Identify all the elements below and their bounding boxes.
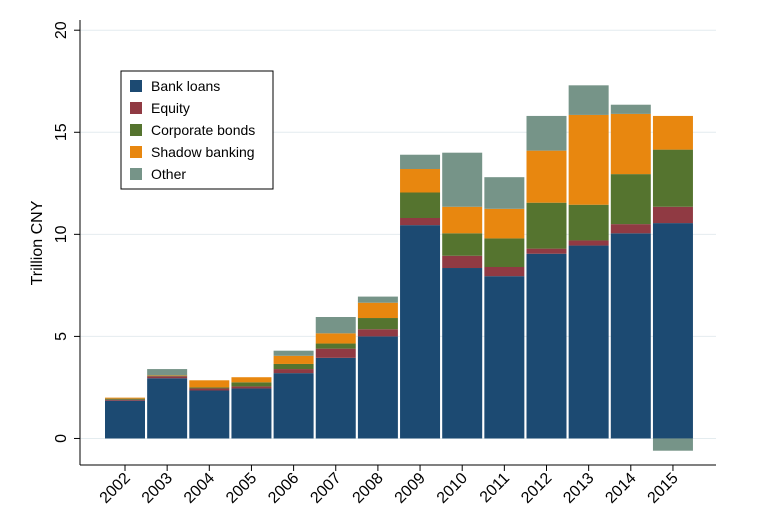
bar-shadow-banking-2002 (105, 397, 145, 399)
bar-bank-loans-2010 (442, 268, 483, 439)
bar-equity-2013 (568, 240, 609, 246)
bar-equity-2003 (147, 376, 188, 379)
bar-bank-loans-2008 (357, 336, 398, 439)
bar-equity-2002 (105, 399, 145, 401)
legend-label: Other (151, 166, 186, 182)
bar-shadow-banking-2007 (315, 333, 356, 344)
bar-corporate-bonds-2011 (484, 238, 525, 267)
bar-shadow-banking-2011 (484, 208, 525, 239)
bar-other-2015 (652, 438, 693, 451)
bar-equity-2010 (442, 255, 483, 269)
bar-equity-2005 (231, 386, 272, 389)
y-tick-label: 0 (53, 434, 70, 443)
bar-corporate-bonds-2006 (273, 363, 314, 370)
bar-other-2012 (526, 115, 567, 151)
bar-bank-loans-2004 (189, 390, 230, 439)
bar-equity-2008 (357, 329, 398, 337)
bar-corporate-bonds-2013 (568, 204, 609, 241)
bar-corporate-bonds-2009 (400, 192, 441, 219)
bar-other-2014 (610, 104, 651, 114)
bar-corporate-bonds-2008 (357, 318, 398, 330)
bar-corporate-bonds-2002 (105, 398, 145, 400)
legend-swatch (130, 102, 142, 114)
bar-other-2008 (357, 296, 398, 303)
bar-shadow-banking-2013 (568, 114, 609, 205)
bar-other-2009 (400, 154, 441, 170)
bar-shadow-banking-2006 (273, 355, 314, 364)
bar-equity-2004 (189, 388, 230, 391)
axes (79, 20, 716, 466)
legend-label: Bank loans (151, 78, 220, 94)
bar-corporate-bonds-2015 (652, 149, 693, 207)
bar-other-2011 (484, 177, 525, 209)
bars (105, 85, 693, 451)
bar-shadow-banking-2005 (231, 377, 272, 383)
bar-corporate-bonds-2010 (442, 233, 483, 256)
bar-other-2006 (273, 350, 314, 356)
legend-label: Shadow banking (151, 144, 255, 160)
bar-corporate-bonds-2007 (315, 343, 356, 349)
y-tick-label: 5 (53, 332, 70, 341)
bar-bank-loans-2007 (315, 357, 356, 439)
bar-equity-2012 (526, 248, 567, 254)
legend-label: Corporate bonds (151, 122, 255, 138)
bar-bank-loans-2002 (105, 400, 145, 439)
bar-equity-2014 (610, 224, 651, 234)
bar-corporate-bonds-2012 (526, 202, 567, 249)
bar-shadow-banking-2015 (652, 115, 693, 150)
legend-swatch (130, 80, 142, 92)
bar-other-2003 (147, 369, 188, 376)
legend-swatch (130, 146, 142, 158)
bar-corporate-bonds-2003 (147, 375, 188, 377)
bar-equity-2015 (652, 206, 693, 224)
y-axis-title: Trillion CNY (29, 200, 46, 285)
bar-other-2007 (315, 317, 356, 334)
bar-bank-loans-2013 (568, 245, 609, 439)
bar-shadow-banking-2009 (400, 169, 441, 193)
bar-bank-loans-2003 (147, 378, 188, 439)
bar-corporate-bonds-2014 (610, 174, 651, 225)
bar-bank-loans-2006 (273, 373, 314, 439)
bar-shadow-banking-2014 (610, 113, 651, 175)
bar-bank-loans-2009 (400, 225, 441, 439)
bar-shadow-banking-2004 (189, 380, 230, 388)
legend-box (120, 70, 274, 190)
y-tick-label: 20 (53, 21, 70, 39)
bar-bank-loans-2015 (652, 223, 693, 439)
bar-bank-loans-2014 (610, 233, 651, 439)
bar-bank-loans-2005 (231, 388, 272, 439)
bar-equity-2011 (484, 266, 525, 277)
bar-other-2010 (442, 152, 483, 207)
bar-bank-loans-2011 (484, 276, 525, 439)
bar-corporate-bonds-2004 (189, 387, 230, 389)
bar-corporate-bonds-2005 (231, 382, 272, 387)
bar-equity-2007 (315, 348, 356, 358)
bar-shadow-banking-2003 (147, 375, 188, 376)
bar-other-2013 (568, 85, 609, 115)
legend-label: Equity (151, 100, 190, 116)
y-ticks: 0 5 10 15 20 (53, 21, 80, 443)
bar-shadow-banking-2010 (442, 206, 483, 234)
y-tick-label: 15 (53, 123, 70, 141)
bar-shadow-banking-2012 (526, 150, 567, 203)
bar-shadow-banking-2008 (357, 302, 398, 319)
y-tick-label: 10 (53, 225, 70, 243)
legend-swatch (130, 124, 142, 136)
bar-bank-loans-2012 (526, 253, 567, 439)
legend-swatch (130, 168, 142, 180)
bar-equity-2009 (400, 218, 441, 226)
bar-equity-2006 (273, 369, 314, 374)
legend: Bank loans Equity Corporate bonds Shadow ba… (120, 70, 274, 190)
